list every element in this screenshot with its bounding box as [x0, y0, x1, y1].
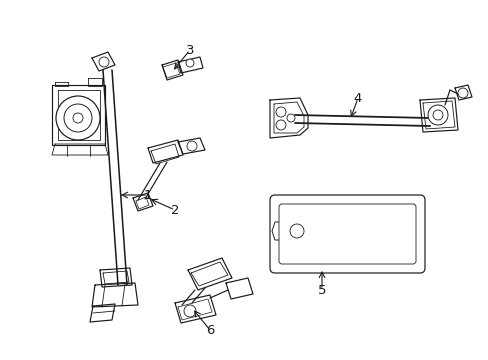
Circle shape	[186, 141, 197, 151]
Circle shape	[99, 57, 109, 67]
Text: 2: 2	[170, 203, 179, 216]
FancyBboxPatch shape	[279, 204, 415, 264]
Text: 6: 6	[205, 324, 214, 337]
FancyBboxPatch shape	[269, 195, 424, 273]
Circle shape	[286, 114, 294, 122]
Circle shape	[183, 305, 196, 317]
Circle shape	[56, 96, 100, 140]
Circle shape	[275, 120, 285, 130]
Circle shape	[73, 113, 83, 123]
Circle shape	[275, 107, 285, 117]
Circle shape	[457, 88, 467, 98]
Text: 5: 5	[317, 284, 325, 297]
Circle shape	[64, 104, 92, 132]
Circle shape	[289, 224, 304, 238]
Text: 1: 1	[143, 189, 152, 202]
Circle shape	[427, 105, 447, 125]
Circle shape	[185, 59, 194, 67]
Text: 3: 3	[185, 44, 194, 57]
Circle shape	[432, 110, 442, 120]
Text: 4: 4	[353, 91, 362, 104]
